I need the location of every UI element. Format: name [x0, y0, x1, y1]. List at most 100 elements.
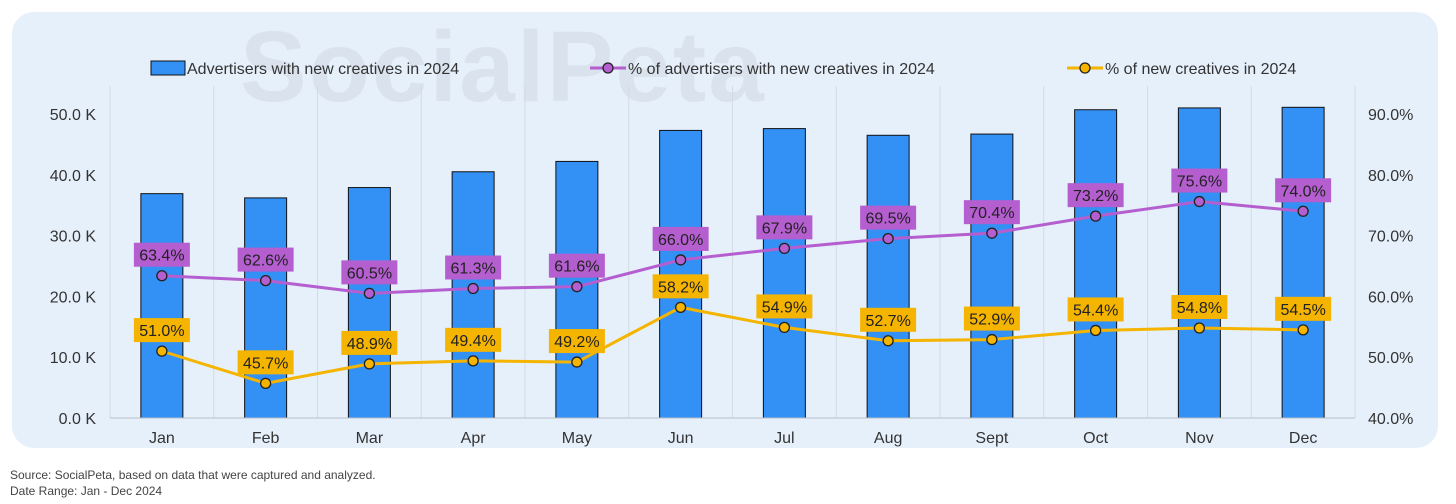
creatives-pct-label-box	[756, 294, 813, 319]
creatives-pct-label-box	[652, 274, 709, 299]
creatives-pct-point	[1089, 324, 1102, 337]
advertisers-pct-point	[1089, 210, 1102, 222]
creatives-pct-data-label: 58.2%	[658, 279, 703, 296]
creatives-pct-label-box	[445, 327, 502, 352]
creatives-pct-label-box	[1171, 295, 1228, 320]
advertisers-pct-data-label: 66.0%	[658, 232, 703, 249]
bar	[1177, 107, 1221, 419]
creatives-pct-label-box	[860, 307, 917, 332]
legend-marker	[1079, 62, 1091, 74]
creatives-pct-data-label: 54.8%	[1177, 300, 1222, 317]
x-tick-label: Nov	[1185, 430, 1213, 447]
creatives-pct-point	[986, 333, 998, 346]
y-left-tick-label: 50.0 K	[50, 107, 97, 124]
bar	[1074, 109, 1118, 419]
creatives-pct-label-box	[548, 329, 605, 354]
bar	[866, 134, 910, 419]
advertisers-pct-point	[363, 287, 376, 300]
x-tick-label: May	[562, 430, 592, 447]
x-tick-label: Jul	[774, 430, 794, 447]
creatives-pct-label-box	[341, 330, 398, 355]
creatives-pct-data-label: 51.0%	[139, 323, 184, 340]
advertisers-pct-point	[156, 270, 168, 282]
creatives-pct-point	[1193, 322, 1206, 334]
advertisers-pct-line	[161, 200, 1304, 295]
advertisers-pct-label-box	[548, 253, 605, 278]
combo-chart: 63.4% 62.6% 60.5% 61.3% 61.6% 66.0% 67.9% 69.5%…	[50, 60, 1414, 447]
source-note: Source: SocialPeta, based on data that w…	[10, 468, 376, 482]
legend: Advertisers with new creatives in 2024 % …	[150, 60, 1296, 78]
y-right-tick-label: 40.0%	[1368, 411, 1413, 428]
grid	[109, 86, 1356, 418]
y-left-tick-label: 30.0 K	[50, 229, 97, 246]
creatives-pct-point	[467, 355, 479, 367]
y-left-tick-label: 10.0 K	[50, 350, 97, 367]
advertisers-pct-point	[778, 242, 791, 255]
advertisers-pct-label-box	[756, 215, 813, 240]
creatives-pct-data-label: 49.2%	[554, 334, 599, 351]
legend-label: % of new creatives in 2024	[1105, 61, 1296, 78]
advertisers-pct-label-box	[1171, 168, 1228, 193]
y-right-tick-label: 70.0%	[1368, 229, 1413, 246]
creatives-pct-label-box	[133, 318, 190, 343]
legend-swatch-bar	[150, 60, 186, 76]
x-tick-label: Jan	[149, 430, 175, 447]
y-right-tick-label: 60.0%	[1368, 289, 1413, 306]
creatives-pct-label-box	[1275, 296, 1332, 321]
x-tick-label: Aug	[874, 430, 902, 447]
x-tick-label: Oct	[1083, 430, 1108, 447]
y-left-tick-label: 20.0 K	[50, 289, 97, 306]
bar	[970, 133, 1014, 419]
advertisers-pct-data-label: 73.2%	[1073, 188, 1118, 205]
advertisers-pct-data-label: 69.5%	[865, 211, 910, 228]
x-tick-label: Mar	[356, 430, 384, 447]
advertisers-pct-point	[882, 232, 894, 245]
advertisers-pct-point	[571, 281, 583, 293]
creatives-pct-label-box	[237, 350, 294, 375]
bar	[140, 193, 184, 419]
advertisers-pct-data-label: 61.3%	[450, 260, 495, 277]
creatives-pct-data-label: 45.7%	[243, 355, 288, 372]
x-tick-label: Dec	[1289, 430, 1317, 447]
creatives-pct-data-label: 54.5%	[1280, 302, 1325, 319]
advertisers-pct-label-box	[1067, 183, 1124, 208]
advertisers-pct-data-label: 60.5%	[347, 265, 392, 282]
advertisers-pct-label-box	[341, 260, 398, 285]
legend-label: Advertisers with new creatives in 2024	[187, 61, 459, 78]
advertisers-pct-label-box	[860, 205, 917, 230]
creatives-pct-data-label: 48.9%	[347, 336, 392, 353]
bar	[347, 187, 391, 419]
axes: 0.0 K 10.0 K 20.0 K 30.0 K 40.0 K 50.0 K 40.0%…	[50, 107, 1414, 447]
y-left-tick-label: 40.0 K	[50, 168, 97, 185]
bar	[451, 171, 495, 419]
advertisers-pct-data-label: 70.4%	[969, 205, 1014, 222]
advertisers-pct-label-box	[652, 226, 709, 251]
advertisers-pct-data-label: 62.6%	[243, 253, 288, 270]
creatives-pct-data-label: 54.9%	[762, 299, 807, 316]
creatives-pct-data-label: 52.7%	[865, 313, 910, 330]
creatives-pct-point	[882, 335, 894, 347]
date-range-note: Date Range: Jan - Dec 2024	[10, 484, 163, 498]
y-right-tick-label: 90.0%	[1368, 107, 1413, 124]
lines	[156, 195, 1309, 389]
y-left-tick-label: 0.0 K	[59, 411, 97, 428]
x-tick-label: Sept	[975, 430, 1008, 447]
creatives-pct-point	[674, 301, 687, 313]
x-tick-label: Apr	[461, 430, 487, 447]
creatives-pct-point	[778, 321, 791, 334]
advertisers-pct-point	[674, 254, 687, 266]
creatives-pct-line	[161, 305, 1304, 385]
advertisers-pct-data-label: 74.0%	[1280, 183, 1325, 200]
x-tick-label: Jun	[668, 430, 694, 447]
x-tick-label: Feb	[252, 430, 280, 447]
watermark: SocialPeta	[240, 11, 766, 123]
creatives-pct-point	[259, 377, 272, 389]
legend-marker	[602, 62, 614, 74]
advertisers-pct-point	[1297, 205, 1309, 217]
creatives-pct-data-label: 52.9%	[969, 312, 1014, 329]
advertisers-pct-data-label: 61.6%	[554, 259, 599, 276]
creatives-pct-label-box	[1067, 297, 1124, 322]
advertisers-pct-label-box	[963, 200, 1020, 225]
advertisers-pct-label-box	[1275, 178, 1332, 203]
creatives-pct-data-label: 49.4%	[450, 333, 495, 350]
